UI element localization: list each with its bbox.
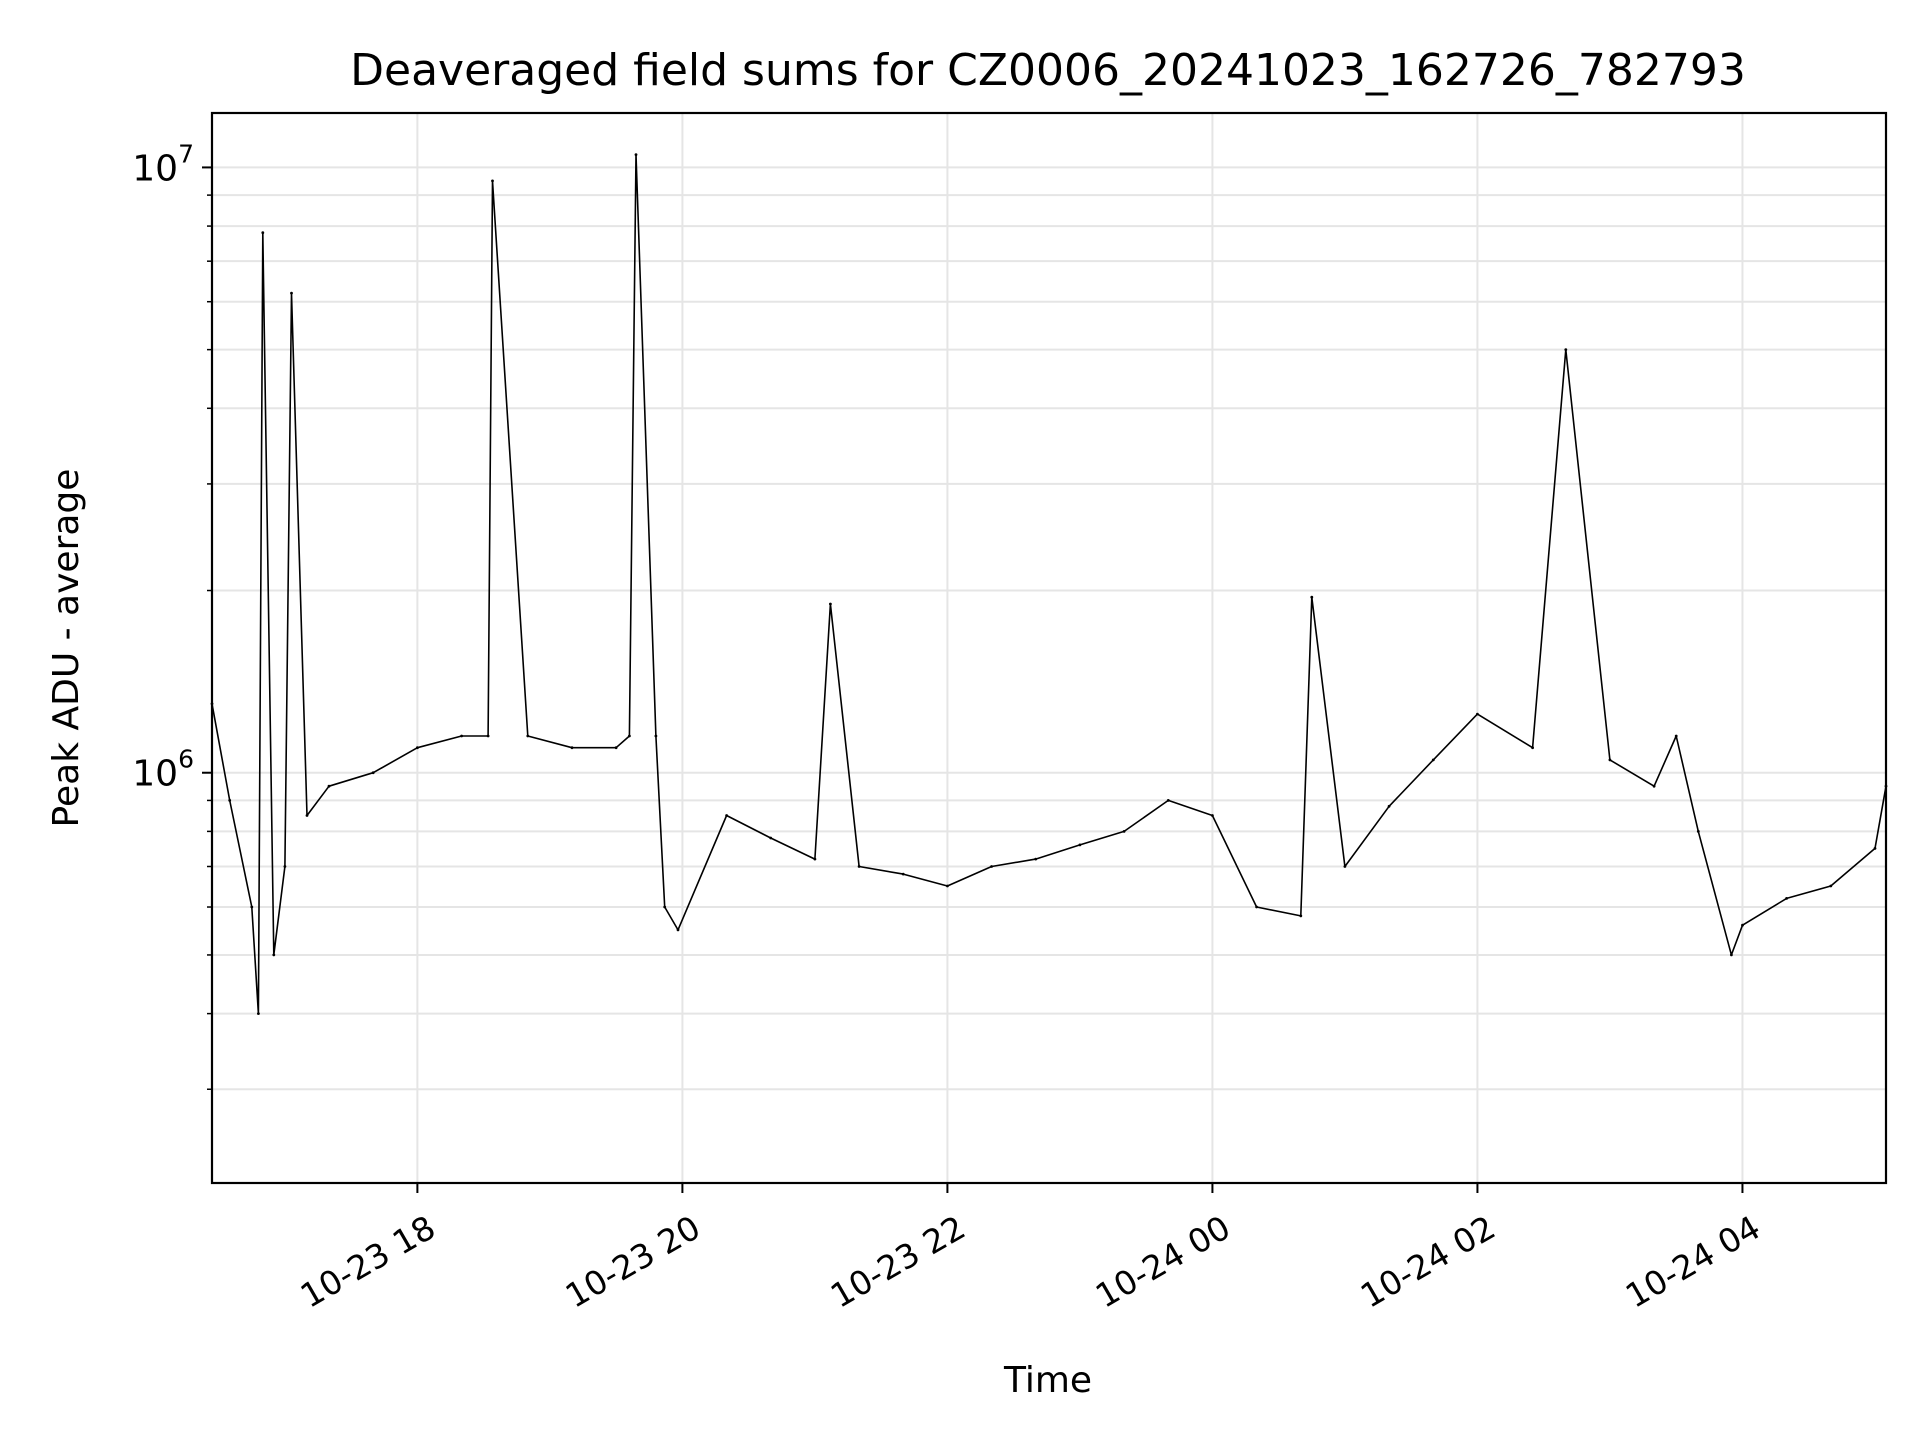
data-point (628, 735, 631, 738)
y-tick-base: 10 (132, 754, 178, 795)
data-point (1388, 805, 1391, 808)
data-point (635, 153, 638, 156)
y-tick-base: 10 (132, 148, 178, 189)
data-point (1675, 735, 1678, 738)
y-tick-exponent: 6 (178, 745, 194, 774)
data-point (257, 1012, 260, 1015)
data-point (416, 746, 419, 749)
data-point (655, 735, 658, 738)
data-point (1079, 844, 1082, 847)
data-point (1874, 847, 1877, 850)
data-point (487, 735, 490, 738)
data-point (1564, 348, 1567, 351)
data-point (571, 746, 574, 749)
data-point (1167, 799, 1170, 802)
data-point (228, 799, 231, 802)
data-point (615, 746, 618, 749)
data-point (460, 735, 463, 738)
data-point (1741, 924, 1744, 927)
data-point (250, 906, 253, 909)
data-point (725, 814, 728, 817)
data-point (858, 865, 861, 868)
y-axis-label: Peak ADU - average (46, 469, 87, 828)
data-point (1653, 785, 1656, 788)
data-point (261, 231, 264, 234)
data-point (372, 771, 375, 774)
data-point (328, 785, 331, 788)
data-point (1123, 830, 1126, 833)
x-axis-label: Time (1003, 1360, 1092, 1401)
data-point (1211, 814, 1214, 817)
data-point (1310, 596, 1313, 599)
data-point (946, 885, 949, 888)
data-point (990, 865, 993, 868)
data-point (272, 954, 275, 957)
data-point (284, 865, 287, 868)
data-point (290, 292, 293, 295)
data-point (902, 873, 905, 876)
data-point (1531, 746, 1534, 749)
data-point (1344, 865, 1347, 868)
data-point (1730, 954, 1733, 957)
data-point (677, 929, 680, 932)
data-point (526, 735, 529, 738)
data-point (1785, 897, 1788, 900)
data-point (1034, 858, 1037, 861)
data-point (491, 180, 494, 183)
data-point (1829, 885, 1832, 888)
data-point (829, 603, 832, 606)
data-point (1255, 906, 1258, 909)
data-point (1476, 713, 1479, 716)
data-point (1299, 915, 1302, 918)
data-point (814, 858, 817, 861)
data-point (769, 837, 772, 840)
data-point (306, 814, 309, 817)
data-point (1432, 759, 1435, 762)
data-point (1697, 830, 1700, 833)
y-tick-exponent: 7 (178, 139, 194, 168)
data-point (1609, 759, 1612, 762)
chart-title: Deaveraged field sums for CZ0006_2024102… (350, 45, 1746, 96)
data-point (663, 906, 666, 909)
